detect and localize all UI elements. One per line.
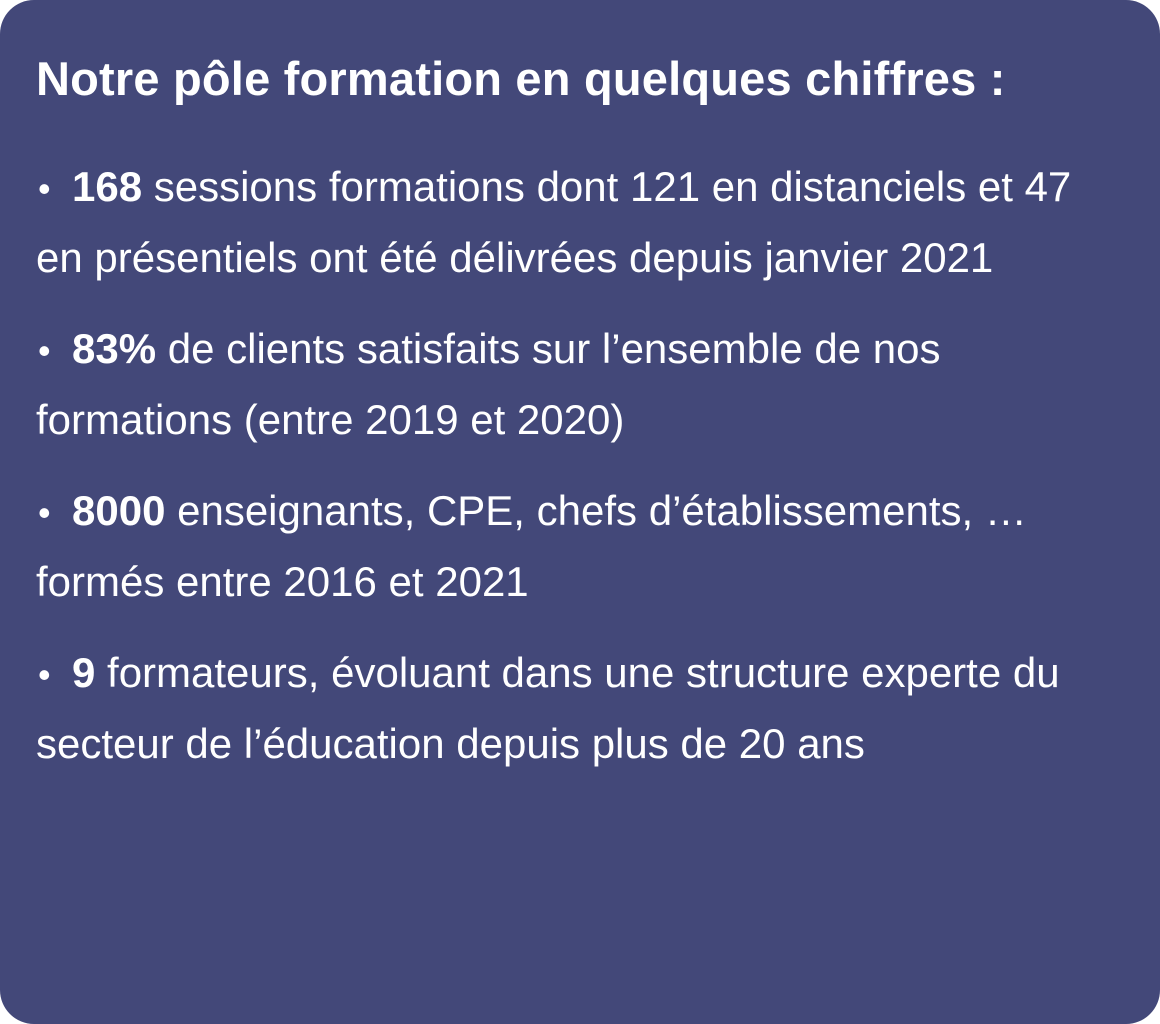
- bullet-icon: •: [38, 330, 51, 371]
- bullet-icon: •: [38, 654, 51, 695]
- key-figures-list: • 168 sessions formations dont 121 en dis…: [36, 152, 1124, 778]
- key-figure-item: • 83% de clients satisfaits sur l’ensembl…: [36, 314, 1126, 454]
- bullet-icon: •: [38, 168, 51, 209]
- key-figure-number: 9: [72, 649, 96, 696]
- key-figure-number: 168: [72, 163, 143, 210]
- bullet-icon: •: [38, 492, 51, 533]
- key-figure-item: • 8000 enseignants, CPE, chefs d’établiss…: [36, 476, 1126, 616]
- card-title: Notre pôle formation en quelques chiffre…: [36, 52, 1006, 105]
- key-figure-text: de clients satisfaits sur l’ensemble de …: [36, 325, 941, 443]
- key-figure-number: 83%: [72, 325, 157, 372]
- key-figure-item: • 168 sessions formations dont 121 en dis…: [36, 152, 1126, 292]
- key-figure-text: sessions formations dont 121 en distanci…: [36, 163, 1072, 281]
- key-figure-item: • 9 formateurs, évoluant dans une structu…: [36, 638, 1126, 778]
- key-figure-number: 8000: [72, 487, 166, 534]
- key-figure-text: enseignants, CPE, chefs d’établissements…: [36, 487, 1027, 605]
- key-figure-text: formateurs, évoluant dans une structure …: [36, 649, 1060, 767]
